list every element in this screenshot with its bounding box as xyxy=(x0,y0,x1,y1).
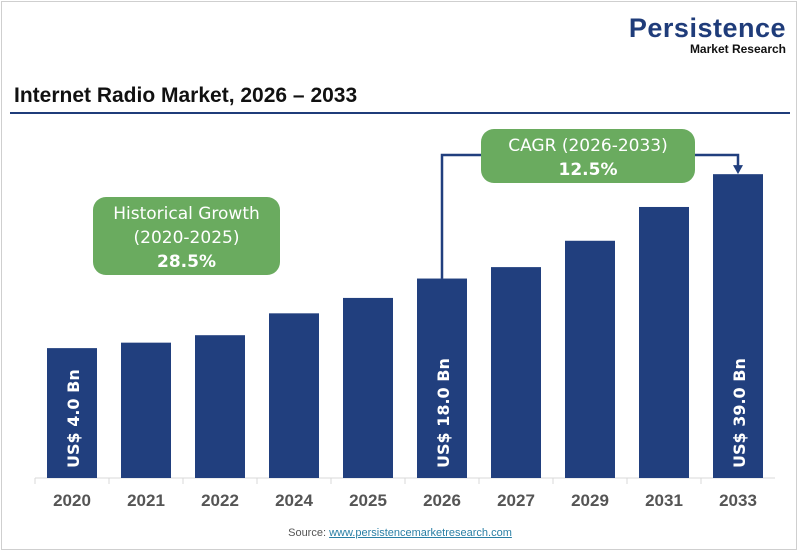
x-tick-label: 2027 xyxy=(497,491,535,510)
source-label: Source: xyxy=(288,527,330,539)
data-label: US$ 39.0 Bn xyxy=(730,358,749,468)
x-tick-label: 2029 xyxy=(571,491,609,510)
data-label: US$ 4.0 Bn xyxy=(64,369,83,468)
data-label: US$ 18.0 Bn xyxy=(434,358,453,468)
bar-2033 xyxy=(713,174,763,479)
cagr-callout xyxy=(481,129,695,183)
x-tick-label: 2031 xyxy=(645,491,683,510)
callout-label: (2020-2025) xyxy=(134,228,240,248)
logo-name: Persistence xyxy=(628,13,786,43)
cagr-connector-left xyxy=(440,153,482,279)
x-tick-label: 2033 xyxy=(719,491,757,510)
x-tick-label: 2026 xyxy=(423,491,461,510)
historical-growth-callout xyxy=(93,197,280,275)
x-tick-label: 2024 xyxy=(275,491,313,510)
chart-title: Internet Radio Market, 2026 – 2033 xyxy=(14,84,358,107)
arrow-head-icon xyxy=(733,165,743,175)
bar-2024 xyxy=(269,313,319,478)
callout-value: 28.5% xyxy=(157,252,216,272)
cagr-connector-right xyxy=(694,153,740,167)
callout-value: 12.5% xyxy=(559,160,618,180)
bar-2026 xyxy=(417,278,467,478)
bar-2031 xyxy=(639,206,689,479)
source-link[interactable]: www.persistencemarketresearch.com xyxy=(329,527,512,539)
callout-label: CAGR (2026-2033) xyxy=(508,136,668,156)
logo-tagline: Market Research xyxy=(689,42,786,56)
title-divider xyxy=(10,112,790,114)
x-tick-label: 2021 xyxy=(127,491,165,510)
x-tick-label: 2022 xyxy=(201,491,239,510)
logo: Persistence Market Research xyxy=(629,14,786,56)
bar-2022 xyxy=(195,335,245,478)
callout-label: Historical Growth xyxy=(113,204,260,224)
bar-2020 xyxy=(47,348,97,478)
bar-2025 xyxy=(343,297,393,478)
x-tick-label: 2025 xyxy=(349,491,387,510)
bar-2027 xyxy=(491,267,541,478)
source-note: Source: www.persistencemarketresearch.co… xyxy=(0,527,800,539)
x-tick-label: 2020 xyxy=(53,491,91,510)
bar-2029 xyxy=(565,240,615,478)
bar-2021 xyxy=(121,342,171,478)
